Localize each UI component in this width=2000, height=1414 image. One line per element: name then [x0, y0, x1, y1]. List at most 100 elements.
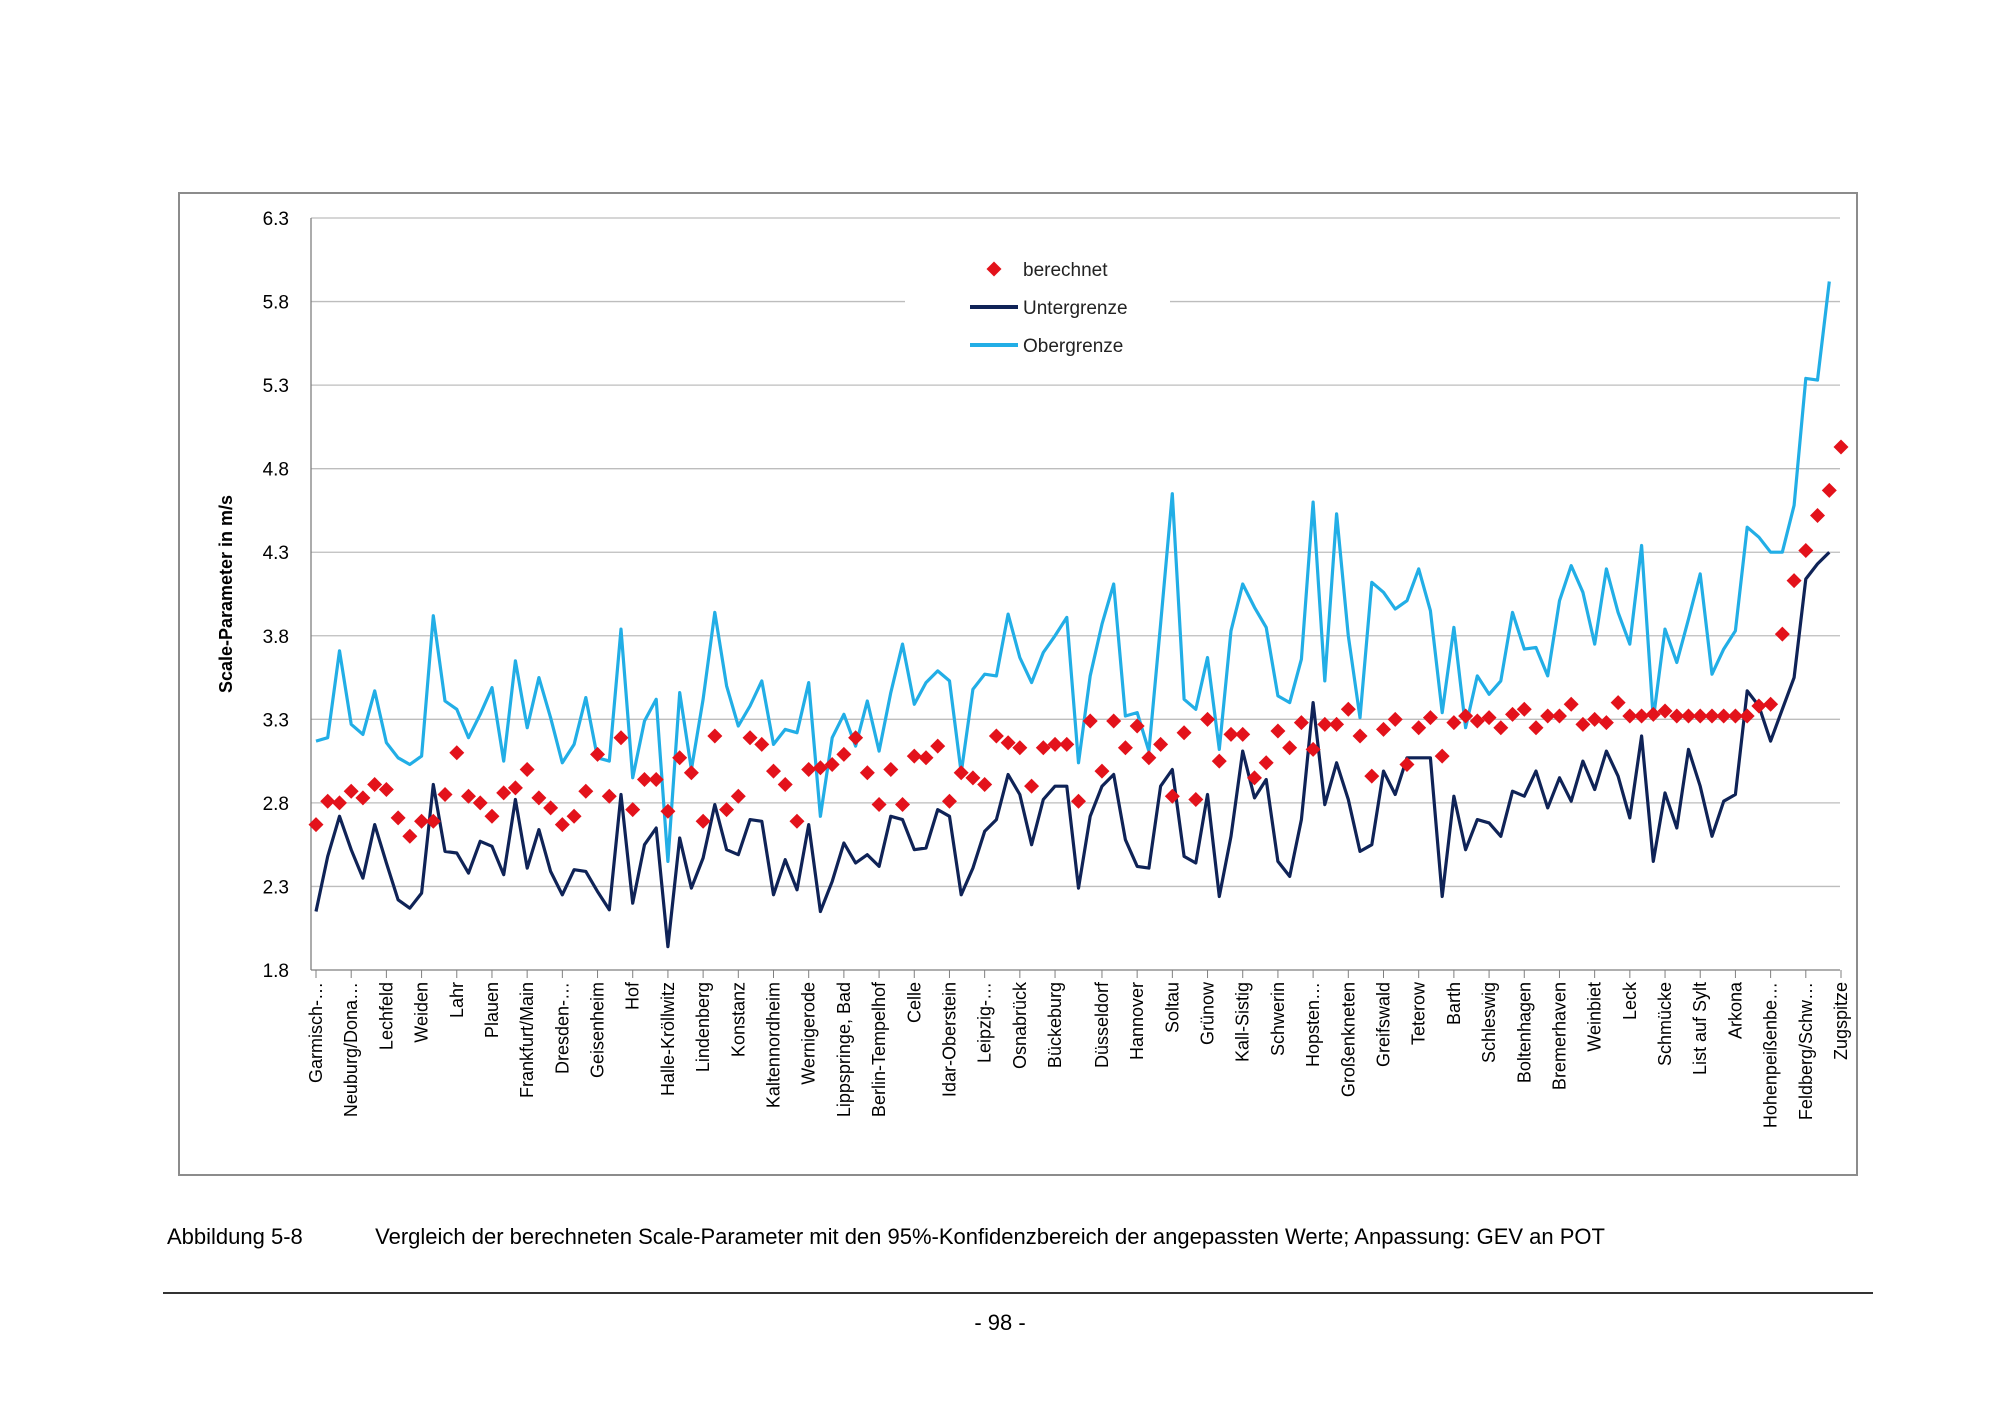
data-point-berechnet [1352, 728, 1368, 744]
data-point-berechnet [789, 813, 805, 829]
y-tick-label: 2.8 [263, 794, 289, 815]
data-point-berechnet [1329, 716, 1345, 732]
x-tick-label: Lindenberg [693, 982, 713, 1072]
data-point-berechnet [1563, 696, 1579, 712]
data-point-berechnet [1305, 741, 1321, 757]
data-point-berechnet [719, 802, 735, 818]
data-point-berechnet [1540, 708, 1556, 724]
y-tick-label: 4.8 [263, 460, 289, 481]
data-point-berechnet [1387, 711, 1403, 727]
data-point-berechnet [1059, 736, 1075, 752]
data-point-berechnet [1657, 703, 1673, 719]
data-point-berechnet [1270, 723, 1286, 739]
data-point-berechnet [1622, 708, 1638, 724]
data-point-berechnet [848, 730, 864, 746]
data-point-berechnet [906, 748, 922, 764]
x-tick-label: Halle-Kröllwitz [658, 982, 678, 1096]
data-point-berechnet [1645, 706, 1661, 722]
x-tick-label: Bremerhaven [1549, 982, 1569, 1090]
data-point-berechnet [1458, 708, 1474, 724]
x-tick-label: Feldberg/Schw… [1796, 982, 1816, 1120]
chart-plot: 1.8 2.3 2.8 3.3 3.8 4.3 4.8 5.3 5.8 6.3 Garmisch-… [216, 209, 1851, 1128]
x-tick-label: Teterow [1409, 981, 1429, 1045]
legend-label-obergrenze: Obergrenze [1023, 336, 1123, 357]
data-point-berechnet [613, 730, 629, 746]
figure-number: Abbildung 5-8 [167, 1224, 303, 1249]
data-point-berechnet [531, 790, 547, 806]
x-tick-label: Hannover [1127, 982, 1147, 1060]
x-tick-label: Garmisch-… [306, 982, 326, 1083]
x-tick-label: Weinbiet [1585, 982, 1605, 1052]
data-point-berechnet [590, 746, 606, 762]
data-point-berechnet [1505, 706, 1521, 722]
data-point-berechnet [1634, 708, 1650, 724]
data-point-berechnet [777, 777, 793, 793]
data-point-berechnet [918, 750, 934, 766]
x-tick-label: Geisenheim [588, 982, 608, 1078]
data-point-berechnet [331, 795, 347, 811]
x-tick-label: Arkona [1725, 981, 1745, 1039]
y-tick-label: 2.3 [263, 877, 289, 898]
data-point-berechnet [1223, 726, 1239, 742]
x-tick-label: Lechfeld [376, 982, 396, 1050]
x-tick-label: Dresden-… [552, 982, 572, 1074]
data-point-berechnet [1610, 695, 1626, 711]
data-point-berechnet [965, 770, 981, 786]
data-point-berechnet [1833, 439, 1849, 455]
data-point-berechnet [1575, 716, 1591, 732]
x-tick-label: Osnabrück [1010, 981, 1030, 1069]
legend-label-berechnet: berechnet [1023, 260, 1108, 281]
y-tick-labels: 1.8 2.3 2.8 3.3 3.8 4.3 4.8 5.3 5.8 6.3 [263, 209, 289, 982]
data-point-berechnet [836, 746, 852, 762]
y-tick-label: 5.3 [263, 376, 289, 397]
y-tick-label: 3.3 [263, 710, 289, 731]
data-point-berechnet [1153, 736, 1169, 752]
x-tick-label: Konstanz [728, 982, 748, 1057]
legend-background [905, 246, 1170, 356]
data-point-berechnet [683, 765, 699, 781]
x-tick-label: Großenkneten [1338, 982, 1358, 1097]
data-point-berechnet [1129, 718, 1145, 734]
data-point-berechnet [672, 750, 688, 766]
data-point-berechnet [625, 802, 641, 818]
x-tick-label: Boltenhagen [1514, 982, 1534, 1083]
x-tick-label: Hof [623, 981, 643, 1010]
data-point-berechnet [519, 761, 535, 777]
legend-label-untergrenze: Untergrenze [1023, 298, 1128, 319]
x-tick-label: Weiden [412, 982, 432, 1043]
x-tick-label: Düsseldorf [1092, 981, 1112, 1068]
data-point-berechnet [636, 771, 652, 787]
data-point-berechnet [308, 817, 324, 833]
data-point-berechnet [1340, 701, 1356, 717]
y-axis-label: Scale-Parameter in m/s [216, 495, 236, 693]
page-number: - 98 - [974, 1310, 1026, 1335]
y-tick-label: 5.8 [263, 293, 289, 314]
data-point-berechnet [1200, 711, 1216, 727]
x-tick-label: Wernigerode [799, 982, 819, 1085]
data-point-berechnet [1704, 708, 1720, 724]
data-point-berechnet [484, 808, 500, 824]
data-point-berechnet [660, 803, 676, 819]
data-point-berechnet [1188, 792, 1204, 808]
data-point-berechnet [1012, 740, 1028, 756]
data-point-berechnet [425, 813, 441, 829]
data-point-berechnet [543, 800, 559, 816]
data-point-berechnet [1141, 750, 1157, 766]
data-point-berechnet [1516, 701, 1532, 717]
x-tick-label: Schleswig [1479, 982, 1499, 1063]
data-point-berechnet [1035, 740, 1051, 756]
x-tick-label: Schmücke [1655, 982, 1675, 1066]
data-point-berechnet [859, 765, 875, 781]
x-tick-label: Lahr [447, 982, 467, 1018]
series-group [308, 281, 1849, 949]
x-tick-label: Schwerin [1268, 982, 1288, 1056]
data-point-berechnet [1094, 763, 1110, 779]
data-point-berechnet [1598, 715, 1614, 731]
x-tick-label: Grünow [1198, 981, 1218, 1045]
x-tick-label: Neuburg/Dona… [341, 982, 361, 1117]
data-point-berechnet [554, 817, 570, 833]
data-point-berechnet [1176, 725, 1192, 741]
data-point-berechnet [1528, 720, 1544, 736]
data-point-berechnet [1258, 755, 1274, 771]
data-point-berechnet [355, 790, 371, 806]
